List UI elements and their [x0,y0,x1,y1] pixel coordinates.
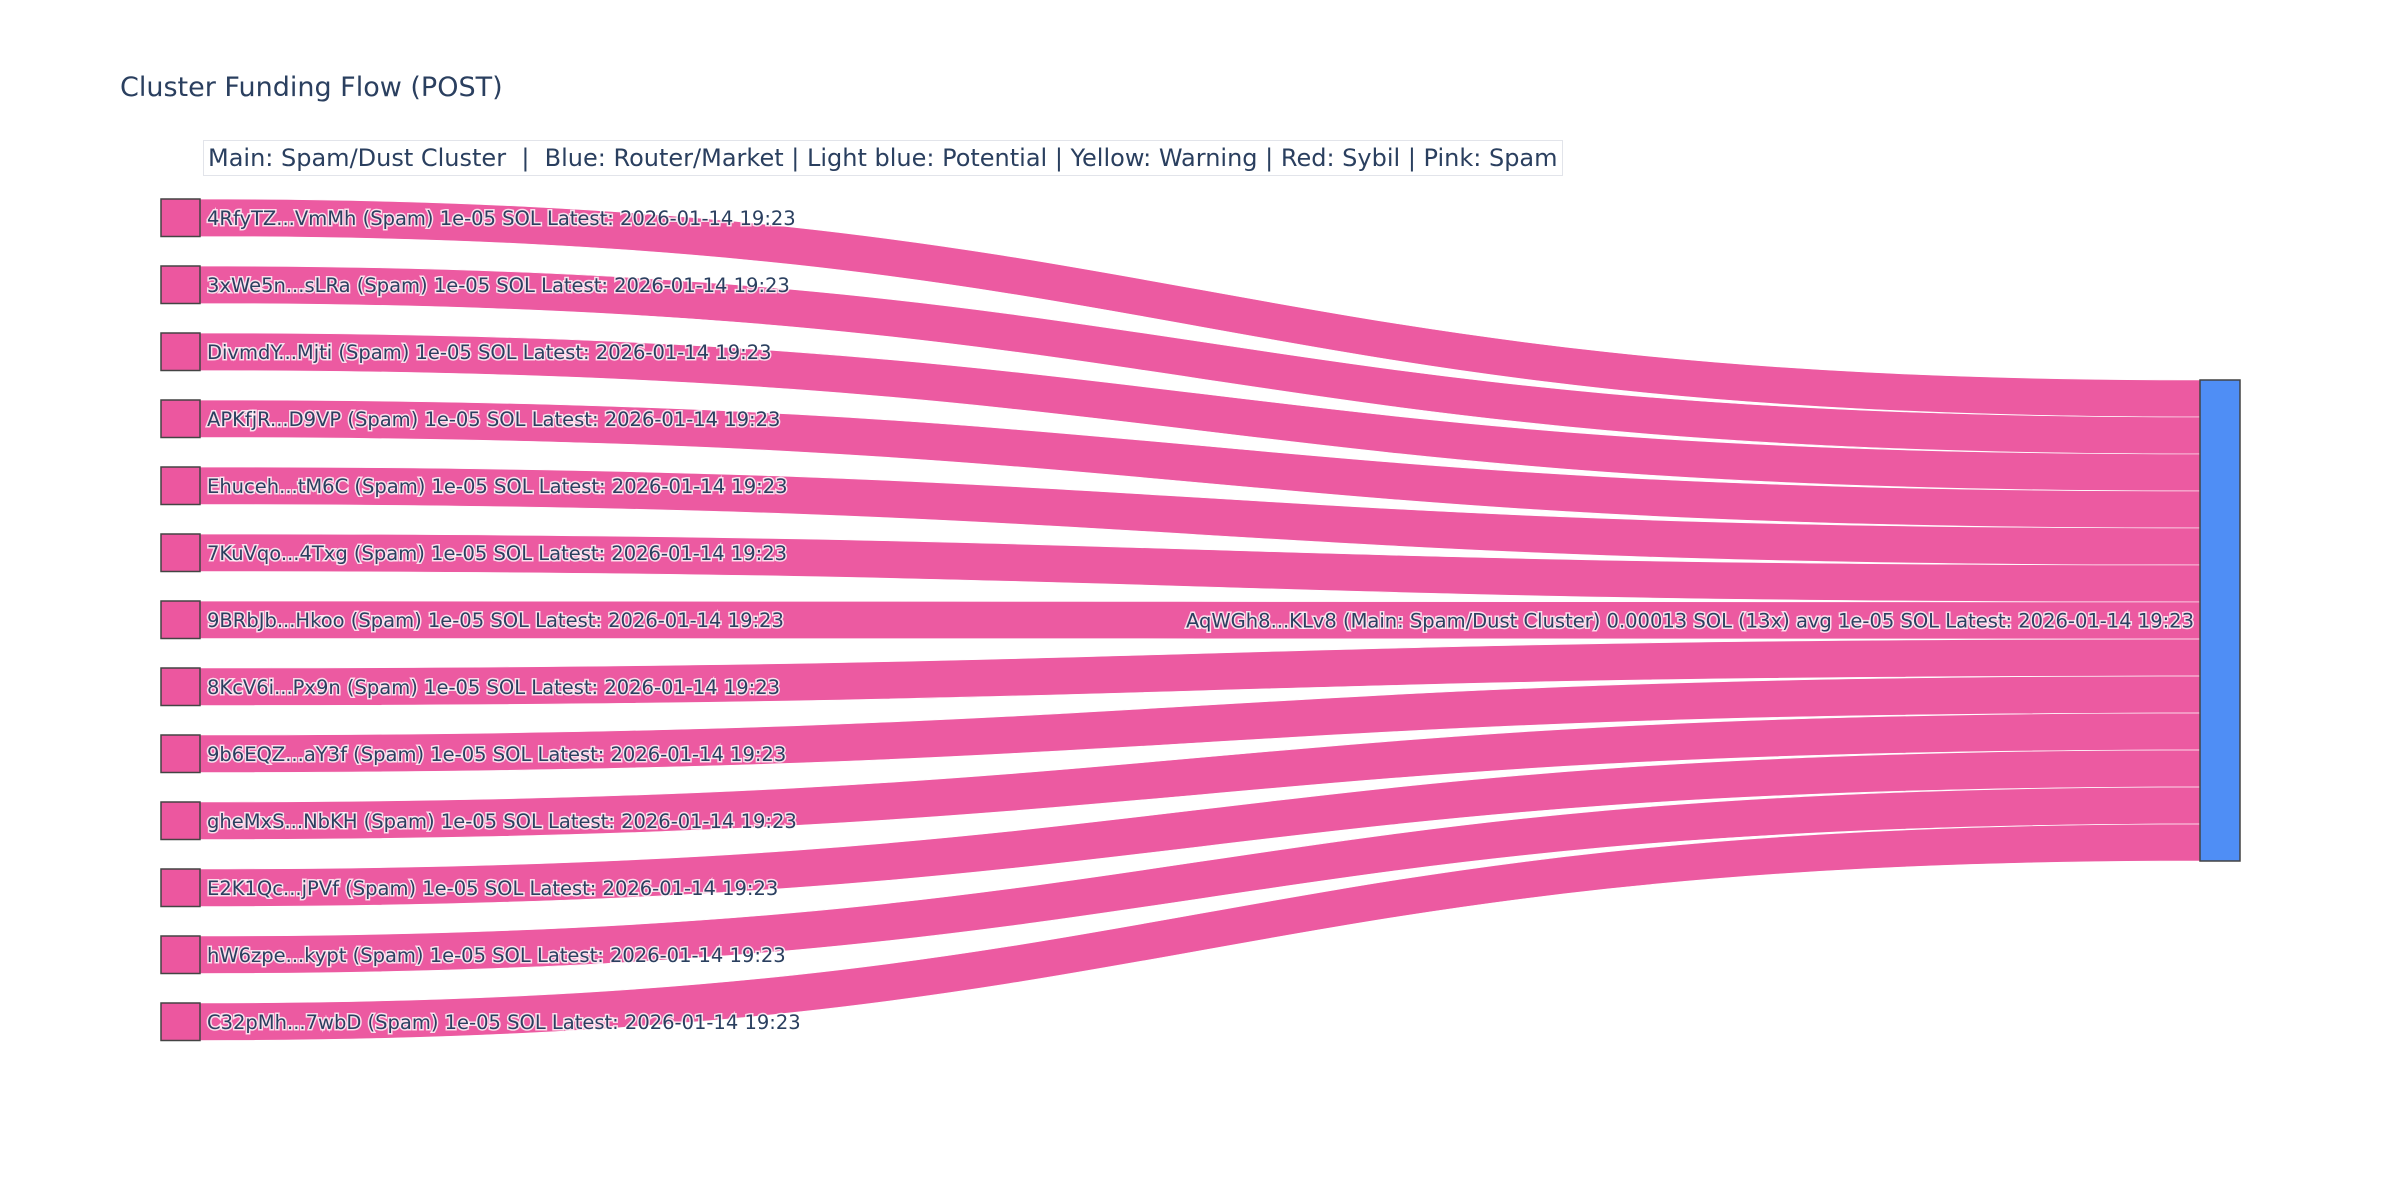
source-node-label: 7KuVqo...4Txg (Spam) 1e-05 SOL Latest: 2… [207,542,787,565]
source-node[interactable] [160,1002,201,1042]
labels: 4RfyTZ...VmMh (Spam) 1e-05 SOL Latest: 2… [206,205,2196,1035]
source-node[interactable] [160,332,201,372]
source-node-label: gheMxS...NbKH (Spam) 1e-05 SOL Latest: 2… [207,810,797,833]
source-node[interactable] [160,399,201,439]
source-node-label: hW6zpe...kypt (Spam) 1e-05 SOL Latest: 2… [207,944,786,967]
source-node[interactable] [160,667,201,707]
source-node-label: 9b6EQZ...aY3f (Spam) 1e-05 SOL Latest: 2… [207,743,786,766]
source-node[interactable] [160,734,201,774]
source-node[interactable] [160,198,201,238]
source-node-label: C32pMh...7wbD (Spam) 1e-05 SOL Latest: 2… [207,1011,801,1034]
chart-title: Cluster Funding Flow (POST) [120,72,503,103]
source-node[interactable] [160,466,201,506]
links [199,198,2201,1041]
source-node-label: 9BRbJb...Hkoo (Spam) 1e-05 SOL Latest: 2… [207,609,784,632]
source-node-label: DivmdY...Mjti (Spam) 1e-05 SOL Latest: 2… [207,341,772,364]
source-node-label: Ehuceh...tM6C (Spam) 1e-05 SOL Latest: 2… [207,475,788,498]
source-node[interactable] [160,533,201,573]
source-node-label: E2K1Qc...jPVf (Spam) 1e-05 SOL Latest: 2… [207,877,778,900]
source-node-label: 3xWe5n...sLRa (Spam) 1e-05 SOL Latest: 2… [207,274,790,297]
legend-annotation: Main: Spam/Dust Cluster | Blue: Router/M… [203,140,1563,176]
source-node-label: APKfjR...D9VP (Spam) 1e-05 SOL Latest: 2… [207,408,780,431]
source-node[interactable] [160,868,201,908]
nodes [160,198,2241,1042]
target-node[interactable] [2199,379,2241,862]
source-node-label: 8KcV6i...Px9n (Spam) 1e-05 SOL Latest: 2… [207,676,780,699]
source-node-label: 4RfyTZ...VmMh (Spam) 1e-05 SOL Latest: 2… [207,207,796,230]
target-node-label: AqWGh8...KLv8 (Main: Spam/Dust Cluster) … [1186,610,2194,633]
source-node[interactable] [160,265,201,305]
source-node[interactable] [160,935,201,975]
source-node[interactable] [160,801,201,841]
source-node[interactable] [160,600,201,640]
